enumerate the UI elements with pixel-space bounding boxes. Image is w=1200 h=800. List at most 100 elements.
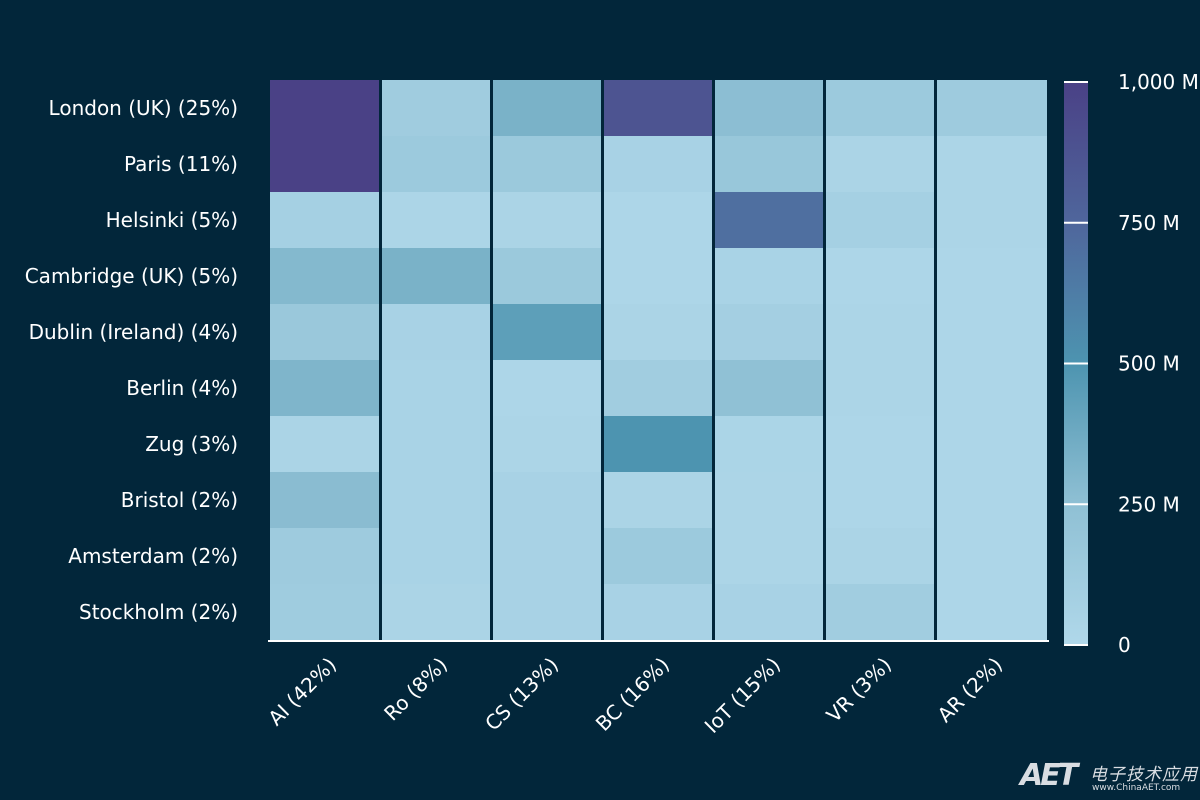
heatmap-cell [381, 472, 492, 528]
heatmap-cell [714, 584, 825, 640]
heatmap-cell [825, 472, 936, 528]
heatmap-cell [603, 192, 714, 248]
watermark-cn-text: 电子技术应用 [1090, 765, 1198, 785]
column-separator [379, 80, 382, 640]
heatmap-cell [825, 528, 936, 584]
heatmap-cell [381, 416, 492, 472]
heatmap-cell [270, 248, 381, 304]
heatmap-cell [492, 192, 603, 248]
column-label: CS (13%) [480, 653, 563, 736]
heatmap-cell [270, 584, 381, 640]
heatmap-cell [936, 528, 1047, 584]
heatmap-cell [270, 136, 381, 192]
colorbar-tick-label: 250 M [1118, 492, 1180, 516]
heatmap-cell [492, 472, 603, 528]
heatmap-cell [714, 136, 825, 192]
heatmap-cell [603, 136, 714, 192]
watermark-url: www.ChinaAET.com [1092, 783, 1181, 793]
column-separator [823, 80, 826, 640]
heatmap-cell [492, 360, 603, 416]
heatmap-cell [270, 528, 381, 584]
heatmap-cell [936, 304, 1047, 360]
heatmap-cell [492, 248, 603, 304]
column-label: AR (2%) [933, 653, 1007, 727]
heatmap-cell [714, 304, 825, 360]
heatmap-cell [714, 416, 825, 472]
heatmap-cell [381, 136, 492, 192]
row-label: Amsterdam (2%) [68, 544, 238, 568]
heatmap-cell [492, 416, 603, 472]
column-label: AI (42%) [263, 653, 341, 731]
heatmap-cell [714, 192, 825, 248]
colorbar-tick-label: 1,000 M [1118, 70, 1199, 94]
row-label: Bristol (2%) [121, 488, 238, 512]
column-label: Ro (8%) [379, 653, 452, 726]
row-label: Berlin (4%) [126, 376, 238, 400]
heatmap-cell [936, 192, 1047, 248]
heatmap-cell [492, 584, 603, 640]
heatmap-cell [825, 360, 936, 416]
heatmap-cell [603, 584, 714, 640]
heatmap-cell [714, 360, 825, 416]
heatmap-cell [381, 304, 492, 360]
heatmap-cell [381, 248, 492, 304]
heatmap-cell [603, 528, 714, 584]
heatmap-cell [270, 472, 381, 528]
column-separator [601, 80, 604, 640]
heatmap-cell [714, 472, 825, 528]
colorbar-tick-label: 750 M [1118, 211, 1180, 235]
heatmap-cell [270, 80, 381, 136]
heatmap-cell [714, 80, 825, 136]
heatmap-cell [381, 80, 492, 136]
watermark-brand: AET [1020, 758, 1078, 793]
heatmap-cell [936, 416, 1047, 472]
heatmap-cell [270, 360, 381, 416]
watermark-logo: AET 电子技术应用 www.ChinaAET.com [1020, 758, 1200, 798]
heatmap-cell [381, 192, 492, 248]
row-label: Dublin (Ireland) (4%) [29, 320, 238, 344]
heatmap-cell [714, 528, 825, 584]
heatmap-cell [603, 80, 714, 136]
heatmap-cell [270, 304, 381, 360]
heatmap-cell [714, 248, 825, 304]
heatmap-cell [381, 584, 492, 640]
heatmap-cell [381, 528, 492, 584]
column-separator [490, 80, 493, 640]
column-label: VR (3%) [822, 653, 896, 727]
heatmap-cell [825, 80, 936, 136]
heatmap-cell [936, 80, 1047, 136]
heatmap-cell [936, 360, 1047, 416]
row-label: Zug (3%) [145, 432, 238, 456]
heatmap-cell [936, 472, 1047, 528]
heatmap-cell [492, 304, 603, 360]
heatmap-cell [270, 192, 381, 248]
heatmap-cell [825, 584, 936, 640]
heatmap-cell [825, 304, 936, 360]
heatmap-cell [825, 416, 936, 472]
row-label: London (UK) (25%) [49, 96, 238, 120]
row-label: Helsinki (5%) [106, 208, 238, 232]
heatmap-cell [936, 248, 1047, 304]
column-separator [712, 80, 715, 640]
heatmap-cell [603, 472, 714, 528]
heatmap-cell [603, 416, 714, 472]
column-separator [934, 80, 937, 640]
heatmap-cell [603, 248, 714, 304]
heatmap-cell [603, 360, 714, 416]
row-label: Cambridge (UK) (5%) [25, 264, 238, 288]
heatmap-cell [492, 528, 603, 584]
heatmap-cell [825, 136, 936, 192]
row-label: Stockholm (2%) [79, 600, 238, 624]
colorbar-tick-label: 0 [1118, 633, 1131, 657]
heatmap-cell [270, 416, 381, 472]
heatmap-cell [825, 248, 936, 304]
heatmap-cell [492, 80, 603, 136]
column-label: BC (16%) [591, 653, 674, 736]
heatmap-cell [936, 584, 1047, 640]
heatmap-cell [381, 360, 492, 416]
row-label: Paris (11%) [124, 152, 238, 176]
heatmap-cell [492, 136, 603, 192]
heatmap-cell [936, 136, 1047, 192]
